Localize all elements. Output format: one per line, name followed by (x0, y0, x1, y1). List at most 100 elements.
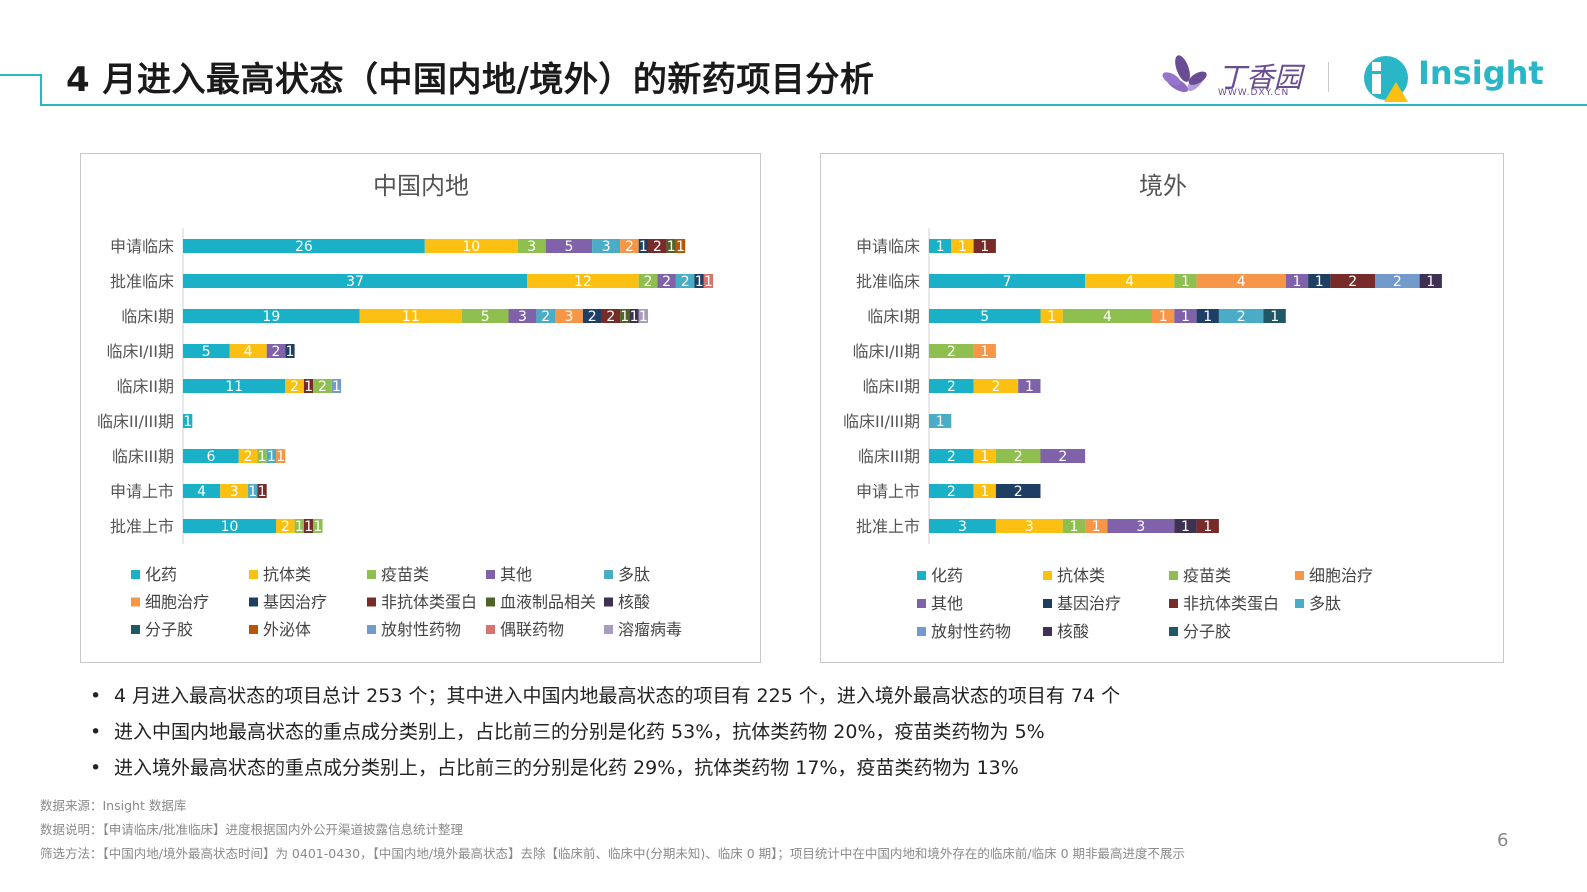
data-label: 26 (295, 239, 313, 255)
category-label: 临床I/II期 (852, 342, 920, 361)
insight-logo-text: Insight (1418, 54, 1544, 92)
data-label: 10 (221, 519, 239, 535)
bar-segment (1196, 274, 1286, 288)
legend-swatch (131, 625, 140, 634)
bar-segment (1152, 309, 1175, 323)
bar-segment (313, 379, 332, 393)
bar-segment (1018, 379, 1041, 393)
bullet-item: 进入境外最高状态的重点成分类别上，占比前三的分别是化药 29%，抗体类药物 17… (90, 750, 1120, 786)
data-label: 4 (197, 484, 206, 500)
legend-label: 分子胶 (145, 620, 193, 639)
category-label: 申请临床 (110, 237, 174, 256)
bar-segment (183, 519, 276, 533)
data-label: 1 (639, 309, 648, 325)
bar-segment (629, 309, 639, 323)
legend-swatch (604, 625, 613, 634)
bar-segment (248, 484, 258, 498)
legend-swatch (1169, 599, 1178, 608)
bar-segment (1196, 309, 1219, 323)
legend-label: 非抗体类蛋白 (1183, 594, 1279, 613)
data-label: 1 (980, 344, 989, 360)
bar-segment (929, 344, 974, 358)
data-label: 1 (1047, 309, 1056, 325)
note-source: 数据来源：Insight 数据库 (40, 798, 187, 813)
bar-segment (638, 239, 648, 253)
legend-label: 核酸 (1057, 622, 1089, 641)
legend-label: 血液制品相关 (500, 593, 596, 612)
data-label: 2 (947, 449, 956, 465)
dxy-logo-text: 丁香园 (1218, 61, 1303, 94)
legend-swatch (1043, 627, 1052, 636)
data-label: 1 (304, 379, 313, 395)
legend-swatch (486, 625, 495, 634)
legend-label: 基因治疗 (263, 593, 327, 612)
bar-segment (703, 274, 714, 288)
category-label: 批准临床 (110, 272, 174, 291)
bar-segment (638, 274, 658, 288)
data-label: 2 (625, 239, 634, 255)
bar-segment (424, 239, 518, 253)
dxy-logo: 丁香园 WWW.DXY.CN (1160, 52, 1330, 104)
data-label: 5 (481, 309, 490, 325)
data-label: 2 (1348, 274, 1357, 290)
legend-label: 化药 (931, 566, 963, 585)
data-label: 2 (947, 484, 956, 500)
bar-segment (1285, 274, 1309, 288)
summary-bullets: 4 月进入最高状态的项目总计 253 个；其中进入中国内地最高状态的项目有 22… (90, 678, 1120, 786)
bar-segment (648, 239, 667, 253)
bar-segment (638, 309, 648, 323)
bar-segment (666, 239, 676, 253)
bar-segment (331, 379, 342, 393)
data-label: 1 (183, 414, 192, 430)
data-label: 1 (936, 239, 945, 255)
bar-segment (183, 414, 193, 428)
bar-segment (1174, 274, 1197, 288)
chart-panel-overseas: 境外 申请临床 1 1 1 批准临床 7 4 1 4 1 1 2 2 1 临床I期 5 1 4 1 1 1 2 1 临床I/II… (820, 153, 1504, 663)
bar-segment (545, 239, 593, 253)
bar-segment (508, 309, 537, 323)
bar-segment (582, 309, 602, 323)
category-label: 批准临床 (856, 272, 920, 291)
legend-label: 放射性药物 (381, 620, 461, 639)
legend-label: 其他 (500, 565, 532, 584)
bar-segment (995, 519, 1063, 533)
bar-segment (313, 519, 323, 533)
chart-panel-mainland: 中国内地 申请临床 26 10 3 5 3 2 1 2 1 1 批准临床 37 12 2 2 2 1 1 临床I期 19 1… (80, 153, 761, 663)
legend-swatch (917, 599, 926, 608)
bar-segment (257, 449, 267, 463)
bar-segment (276, 449, 286, 463)
legend-swatch (249, 597, 258, 607)
data-label: 1 (667, 239, 676, 255)
data-label: 11 (225, 379, 243, 395)
bar-segment (694, 274, 704, 288)
data-label: 2 (681, 274, 690, 290)
bullet-item: 进入中国内地最高状态的重点成分类别上，占比前三的分别是化药 53%，抗体类药物 … (90, 714, 1120, 750)
bar-segment (675, 274, 695, 288)
data-label: 1 (1069, 519, 1078, 535)
bullet-item: 4 月进入最高状态的项目总计 253 个；其中进入中国内地最高状态的项目有 22… (90, 678, 1120, 714)
legend-label: 放射性药物 (931, 622, 1011, 641)
data-label: 7 (1003, 274, 1012, 290)
legend-swatch (1043, 571, 1052, 580)
header-rule-step (40, 74, 42, 106)
bar-segment (620, 239, 639, 253)
bar-segment (1196, 519, 1219, 533)
legend-label: 溶瘤病毒 (618, 620, 682, 639)
bar-segment (620, 309, 630, 323)
bar-segment (220, 484, 249, 498)
bar-segment (973, 379, 1019, 393)
bar-segment (536, 309, 555, 323)
bar-segment (929, 309, 1041, 323)
bar-segment (657, 274, 676, 288)
data-label: 1 (267, 449, 276, 465)
bar-segment (266, 449, 276, 463)
data-label: 1 (1181, 274, 1190, 290)
bar-segment (1419, 274, 1442, 288)
data-label: 3 (518, 309, 527, 325)
data-label: 4 (1103, 309, 1112, 325)
category-label: 申请上市 (856, 482, 920, 501)
data-label: 1 (1203, 309, 1212, 325)
data-label: 1 (276, 449, 285, 465)
legend-swatch (249, 625, 258, 634)
legend-swatch (1295, 599, 1304, 608)
